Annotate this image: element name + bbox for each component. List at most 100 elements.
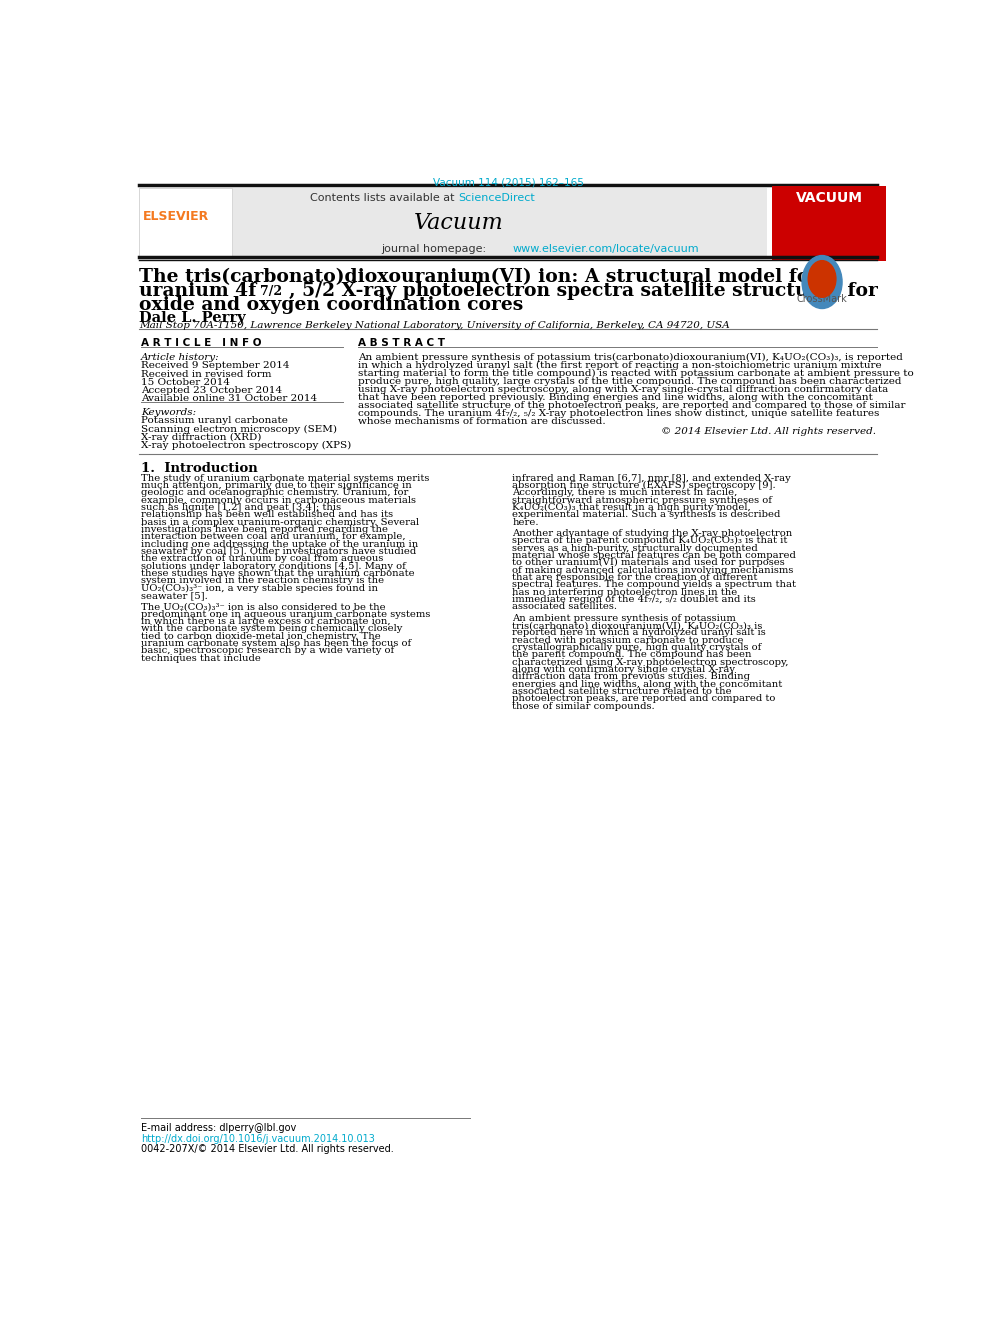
Text: much attention, primarily due to their significance in: much attention, primarily due to their s… [141,480,412,490]
Text: characterized using X-ray photoelectron spectroscopy,: characterized using X-ray photoelectron … [512,658,789,667]
Text: crystallographically pure, high quality crystals of: crystallographically pure, high quality … [512,643,762,652]
Text: solutions under laboratory conditions [4,5]. Many of: solutions under laboratory conditions [4… [141,561,406,570]
Circle shape [808,261,836,298]
Text: Vacuum 114 (2015) 162–165: Vacuum 114 (2015) 162–165 [433,177,584,187]
Text: of making advanced calculations involving mechanisms: of making advanced calculations involvin… [512,566,794,574]
Text: Vacuum: Vacuum [414,212,503,234]
Text: material whose spectral features can be both compared: material whose spectral features can be … [512,550,797,560]
Text: www.elsevier.com/locate/vacuum: www.elsevier.com/locate/vacuum [512,245,699,254]
Text: Received in revised form: Received in revised form [141,369,272,378]
Text: Article history:: Article history: [141,353,219,363]
Text: whose mechanisms of formation are discussed.: whose mechanisms of formation are discus… [358,417,606,426]
Text: A B S T R A C T: A B S T R A C T [358,339,445,348]
Text: reported here in which a hydrolyzed uranyl salt is: reported here in which a hydrolyzed uran… [512,628,766,638]
Text: K₄UO₂(CO₃)₃ that result in a high purity model,: K₄UO₂(CO₃)₃ that result in a high purity… [512,503,751,512]
Text: example, commonly occurs in carbonaceous materials: example, commonly occurs in carbonaceous… [141,496,416,504]
Text: , 5/2 X-ray photoelectron spectra satellite structures for: , 5/2 X-ray photoelectron spectra satell… [289,282,877,300]
Text: uranium 4f: uranium 4f [139,282,257,300]
Text: basis in a complex uranium-organic chemistry. Several: basis in a complex uranium-organic chemi… [141,517,419,527]
Text: E-mail address: dlperry@lbl.gov: E-mail address: dlperry@lbl.gov [141,1123,297,1134]
Text: with the carbonate system being chemically closely: with the carbonate system being chemical… [141,624,403,634]
Text: diffraction data from previous studies. Binding: diffraction data from previous studies. … [512,672,750,681]
Bar [139,188,768,255]
Text: Contents lists available at: Contents lists available at [310,193,458,204]
Text: relationship has been well established and has its: relationship has been well established a… [141,511,393,519]
Text: The UO₂(CO₃)₃³⁻ ion is also considered to be the: The UO₂(CO₃)₃³⁻ ion is also considered t… [141,602,386,611]
Text: the extraction of uranium by coal from aqueous: the extraction of uranium by coal from a… [141,554,383,564]
Text: infrared and Raman [6,7], nmr [8], and extended X-ray: infrared and Raman [6,7], nmr [8], and e… [512,474,791,483]
Text: that are responsible for the creation of different: that are responsible for the creation of… [512,573,758,582]
Text: Another advantage of studying the X-ray photoelectron: Another advantage of studying the X-ray … [512,529,793,538]
Text: experimental material. Such a synthesis is described: experimental material. Such a synthesis … [512,511,781,519]
Text: starting material to form the title compound) is reacted with potassium carbonat: starting material to form the title comp… [358,369,915,378]
Text: The study of uranium carbonate material systems merits: The study of uranium carbonate material … [141,474,430,483]
Text: The tris(carbonato)dioxouranium(VI) ion: A structural model for: The tris(carbonato)dioxouranium(VI) ion:… [139,267,819,286]
Text: Keywords:: Keywords: [141,409,196,417]
Text: Potassium uranyl carbonate: Potassium uranyl carbonate [141,417,288,426]
Text: uranium carbonate system also has been the focus of: uranium carbonate system also has been t… [141,639,411,648]
Text: UO₂(CO₃)₃³⁻ ion, a very stable species found in: UO₂(CO₃)₃³⁻ ion, a very stable species f… [141,583,378,593]
Text: Accepted 23 October 2014: Accepted 23 October 2014 [141,386,282,396]
Circle shape [803,255,842,308]
Text: such as lignite [1,2] and peat [3,4]; this: such as lignite [1,2] and peat [3,4]; th… [141,503,341,512]
Text: immediate region of the 4f₇/₂, ₅/₂ doublet and its: immediate region of the 4f₇/₂, ₅/₂ doubl… [512,595,756,605]
Bar [139,188,231,255]
Text: Received 9 September 2014: Received 9 September 2014 [141,361,290,370]
Text: CrossMark: CrossMark [797,294,847,304]
Text: Accordingly, there is much interest in facile,: Accordingly, there is much interest in f… [512,488,738,497]
Text: 15 October 2014: 15 October 2014 [141,378,230,386]
Text: X-ray photoelectron spectroscopy (XPS): X-ray photoelectron spectroscopy (XPS) [141,441,351,450]
Text: to other uranium(VI) materials and used for purposes: to other uranium(VI) materials and used … [512,558,785,568]
Text: tied to carbon dioxide-metal ion chemistry. The: tied to carbon dioxide-metal ion chemist… [141,631,381,640]
Text: seawater [5].: seawater [5]. [141,591,207,599]
Text: techniques that include: techniques that include [141,654,261,663]
Text: here.: here. [512,517,539,527]
Text: associated satellite structure of the photoelectron peaks, are reported and comp: associated satellite structure of the ph… [358,401,906,410]
Text: tris(carbonato) dioxouranium(VI), K₄UO₂(CO₃)₃ is: tris(carbonato) dioxouranium(VI), K₄UO₂(… [512,620,763,630]
Text: oxide and oxygen coordination cores: oxide and oxygen coordination cores [139,296,524,315]
Text: VACUUM: VACUUM [796,192,862,205]
Text: ScienceDirect: ScienceDirect [458,193,535,204]
Text: 0042-207X/© 2014 Elsevier Ltd. All rights reserved.: 0042-207X/© 2014 Elsevier Ltd. All right… [141,1144,394,1154]
Text: http://dx.doi.org/10.1016/j.vacuum.2014.10.013: http://dx.doi.org/10.1016/j.vacuum.2014.… [141,1134,375,1143]
Text: seawater by coal [5]. Other investigators have studied: seawater by coal [5]. Other investigator… [141,546,417,556]
Text: Mail Stop 70A-1150, Lawrence Berkeley National Laboratory, University of Califor: Mail Stop 70A-1150, Lawrence Berkeley Na… [139,320,730,329]
Text: compounds. The uranium 4f₇/₂, ₅/₂ X-ray photoelectron lines show distinct, uniqu: compounds. The uranium 4f₇/₂, ₅/₂ X-ray … [358,409,880,418]
Text: in which a hydrolyzed uranyl salt (the first report of reacting a non-stoichiome: in which a hydrolyzed uranyl salt (the f… [358,361,882,370]
Text: these studies have shown that the uranium carbonate: these studies have shown that the uraniu… [141,569,415,578]
Text: those of similar compounds.: those of similar compounds. [512,701,655,710]
Text: investigations have been reported regarding the: investigations have been reported regard… [141,525,388,534]
Text: © 2014 Elsevier Ltd. All rights reserved.: © 2014 Elsevier Ltd. All rights reserved… [661,427,876,435]
Text: associated satellites.: associated satellites. [512,602,617,611]
Text: serves as a high-purity, structurally documented: serves as a high-purity, structurally do… [512,544,758,553]
Text: photoelectron peaks, are reported and compared to: photoelectron peaks, are reported and co… [512,695,776,704]
Text: 1.  Introduction: 1. Introduction [141,462,258,475]
Text: along with confirmatory single crystal X-ray: along with confirmatory single crystal X… [512,665,735,673]
Text: reacted with potassium carbonate to produce: reacted with potassium carbonate to prod… [512,636,744,644]
Text: using X-ray photoelectron spectroscopy, along with X-ray single-crystal diffract: using X-ray photoelectron spectroscopy, … [358,385,889,394]
Text: Dale L. Perry: Dale L. Perry [139,311,246,324]
Text: Scanning electron microscopy (SEM): Scanning electron microscopy (SEM) [141,425,337,434]
Text: produce pure, high quality, large crystals of the title compound. The compound h: produce pure, high quality, large crysta… [358,377,902,386]
Text: An ambient pressure synthesis of potassium: An ambient pressure synthesis of potassi… [512,614,736,623]
Text: energies and line widths, along with the concomitant: energies and line widths, along with the… [512,680,783,689]
Text: interaction between coal and uranium, for example,: interaction between coal and uranium, fo… [141,532,406,541]
Text: 7/2: 7/2 [260,284,282,298]
Text: Available online 31 October 2014: Available online 31 October 2014 [141,394,317,404]
Bar [772,187,886,261]
Text: system involved in the reaction chemistry is the: system involved in the reaction chemistr… [141,577,384,585]
Text: predominant one in aqueous uranium carbonate systems: predominant one in aqueous uranium carbo… [141,610,431,619]
Text: ELSEVIER: ELSEVIER [143,209,209,222]
Text: spectral features. The compound yields a spectrum that: spectral features. The compound yields a… [512,581,797,589]
Text: An ambient pressure synthesis of potassium tris(carbonato)dioxouranium(VI), K₄UO: An ambient pressure synthesis of potassi… [358,353,904,363]
Text: that have been reported previously. Binding energies and line widths, along with: that have been reported previously. Bind… [358,393,873,402]
Text: in which there is a large excess of carbonate ion,: in which there is a large excess of carb… [141,617,391,626]
Text: has no interfering photoelectron lines in the: has no interfering photoelectron lines i… [512,587,737,597]
Text: the parent compound. The compound has been: the parent compound. The compound has be… [512,651,752,659]
Text: basic, spectroscopic research by a wide variety of: basic, spectroscopic research by a wide … [141,647,394,655]
Text: journal homepage:: journal homepage: [382,245,490,254]
Text: geologic and oceanographic chemistry. Uranium, for: geologic and oceanographic chemistry. Ur… [141,488,409,497]
Text: including one addressing the uptake of the uranium in: including one addressing the uptake of t… [141,540,419,549]
Text: X-ray diffraction (XRD): X-ray diffraction (XRD) [141,433,261,442]
Text: spectra of the parent compound K₄UO₂(CO₃)₃ is that it: spectra of the parent compound K₄UO₂(CO₃… [512,536,788,545]
